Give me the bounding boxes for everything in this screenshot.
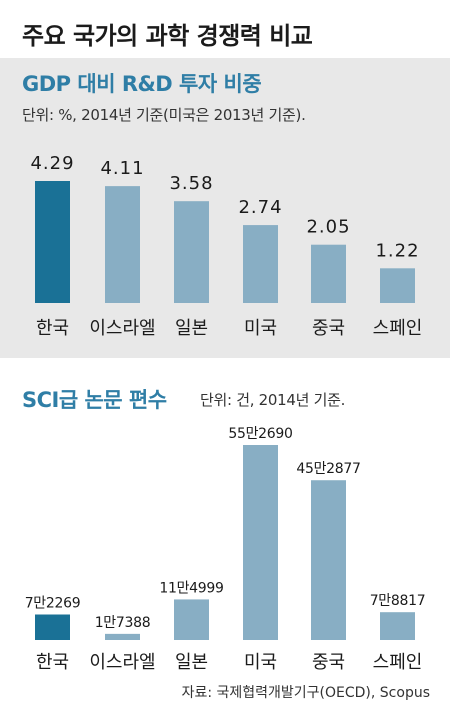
bar-value-label: 4.11 <box>100 158 144 179</box>
bar-5 <box>311 480 346 640</box>
category-label: 이스라엘 <box>89 652 155 673</box>
category-label: 한국 <box>36 652 69 673</box>
bar-value-label: 2.05 <box>306 217 350 238</box>
sci-chart-title: SCI급 논문 편수 <box>22 388 167 412</box>
bar-6 <box>380 268 415 303</box>
rd-bar-chart: 4.29 한국 4.11 이스라엘 3.58 일본 2.74 미국 2.05 중국 1.22 스페인 <box>30 153 423 339</box>
category-label: 이스라엘 <box>89 318 155 339</box>
bar-4 <box>243 225 278 303</box>
category-label: 중국 <box>312 652 345 673</box>
bar-3 <box>174 201 209 303</box>
bar-value-label: 2.74 <box>238 197 282 218</box>
category-label: 미국 <box>244 652 277 673</box>
bar-5 <box>311 244 346 303</box>
bar-value-label: 11만4999 <box>159 580 223 596</box>
bar-value-label: 1만7388 <box>95 615 151 631</box>
bar-value-label: 45만2877 <box>296 461 360 477</box>
category-label: 일본 <box>175 652 208 673</box>
bar-6 <box>380 612 415 640</box>
bar-2 <box>105 186 140 303</box>
rd-chart-panel <box>0 58 450 358</box>
bar-3 <box>174 599 209 640</box>
bar-1 <box>35 181 70 303</box>
rd-chart-title: GDP 대비 R&D 투자 비중 <box>22 72 262 96</box>
rd-chart-unit-note: 단위: %, 2014년 기준(미국은 2013년 기준). <box>22 106 306 124</box>
category-label: 미국 <box>244 318 277 339</box>
bar-value-label: 1.22 <box>375 240 419 261</box>
category-label: 일본 <box>175 318 208 339</box>
sci-chart-unit-note: 단위: 건, 2014년 기준. <box>200 391 346 409</box>
source-note: 자료: 국제협력개발기구(OECD), Scopus <box>181 685 430 701</box>
bar-value-label: 4.29 <box>30 153 74 174</box>
page-title: 주요 국가의 과학 경쟁력 비교 <box>22 22 313 50</box>
category-label: 한국 <box>36 318 69 339</box>
bar-value-label: 7만2269 <box>25 596 81 612</box>
category-label: 중국 <box>312 318 345 339</box>
bar-4 <box>243 445 278 640</box>
category-label: 스페인 <box>373 652 423 673</box>
bar-value-label: 3.58 <box>169 173 213 194</box>
bar-2 <box>105 633 140 640</box>
bar-value-label: 7만8817 <box>370 593 426 609</box>
bar-value-label: 55만2690 <box>228 426 292 442</box>
bar-1 <box>35 614 70 640</box>
sci-bar-chart: 7만2269 한국 1만7388 이스라엘 11만4999 일본 55만2690 미국 45만2… <box>25 426 426 673</box>
category-label: 스페인 <box>373 318 423 339</box>
